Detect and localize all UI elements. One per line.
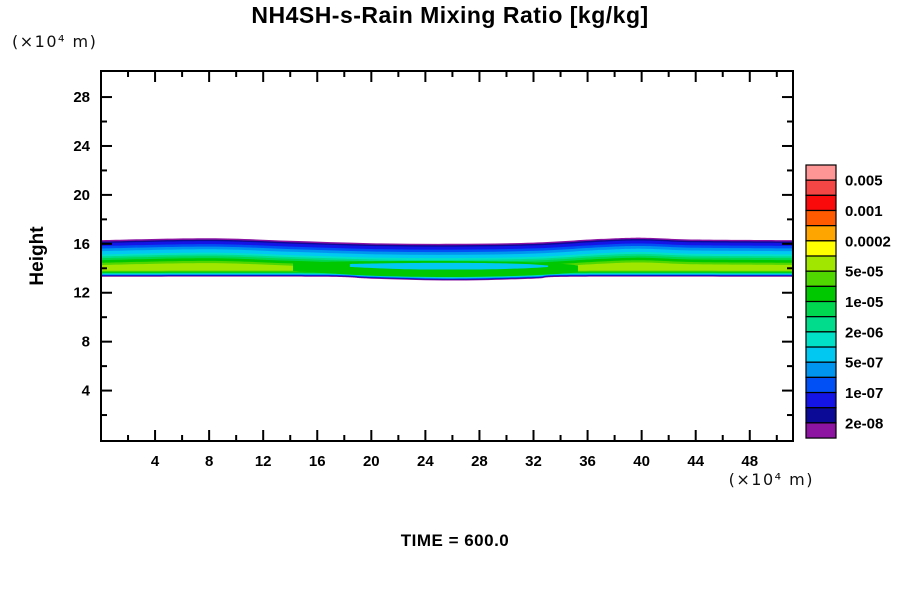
x-tick-label: 44 xyxy=(687,453,704,470)
colorbar-box xyxy=(805,209,837,227)
y-tick-label: 4 xyxy=(82,383,91,400)
x-tick-label: 24 xyxy=(417,453,434,470)
colorbar-label: 2e-06 xyxy=(845,324,883,341)
colorbar-box xyxy=(805,346,837,363)
colorbar-box xyxy=(805,270,837,287)
colorbar-box xyxy=(805,391,837,409)
x-tick-label: 20 xyxy=(363,453,380,470)
colorbar-box xyxy=(805,376,837,394)
x-tick-label: 8 xyxy=(205,453,213,470)
colorbar-box xyxy=(805,361,837,378)
colorbar-label: 5e-07 xyxy=(845,355,883,372)
plot-frame xyxy=(100,70,794,442)
colorbar-box xyxy=(805,255,837,272)
x-tick-label: 4 xyxy=(151,453,160,470)
colorbar-label: 1e-05 xyxy=(845,294,883,311)
colorbar-box xyxy=(805,422,837,439)
y-tick-label: 8 xyxy=(82,334,90,351)
x-tick-label: 12 xyxy=(255,453,272,470)
colorbar-box xyxy=(805,316,837,333)
colorbar-label: 0.005 xyxy=(845,173,883,190)
time-label: TIME = 600.0 xyxy=(400,531,510,550)
y-tick-label: 20 xyxy=(73,187,90,204)
y-tick-label: 12 xyxy=(73,285,90,302)
x-tick-label: 48 xyxy=(741,453,758,470)
x-tick-label: 40 xyxy=(633,453,650,470)
colorbar-box xyxy=(805,194,837,212)
x-tick-label: 28 xyxy=(471,453,488,470)
colorbar-box xyxy=(805,300,837,318)
colorbar-label: 5e-05 xyxy=(845,264,883,281)
colorbar-label: 0.001 xyxy=(845,203,883,220)
colorbar-label: 1e-07 xyxy=(845,385,883,402)
x-axis-unit-label: (×10⁴ m) xyxy=(728,470,814,489)
colorbar-box xyxy=(805,240,837,257)
colorbar-box xyxy=(805,225,837,242)
x-tick-label: 16 xyxy=(309,453,326,470)
x-tick-label: 36 xyxy=(579,453,596,470)
colorbar-box xyxy=(805,179,837,196)
colorbar-label: 0.0002 xyxy=(845,233,891,250)
colorbar-label: 2e-08 xyxy=(845,415,883,432)
band-center-cyan-lens xyxy=(350,262,548,270)
colorbar-box xyxy=(805,331,837,348)
y-tick-label: 24 xyxy=(73,138,90,155)
y-tick-label: 16 xyxy=(73,236,90,253)
y-tick-label: 28 xyxy=(73,89,90,106)
band-layer xyxy=(101,262,794,275)
page-title: NH4SH-s-Rain Mixing Ratio [kg/kg] xyxy=(251,2,649,28)
colorbar-box xyxy=(805,407,837,424)
colorbar-box xyxy=(805,164,837,181)
colorbar-box xyxy=(805,285,837,303)
x-tick-label: 32 xyxy=(525,453,542,470)
y-axis-unit-label: (×10⁴ m) xyxy=(12,32,98,51)
